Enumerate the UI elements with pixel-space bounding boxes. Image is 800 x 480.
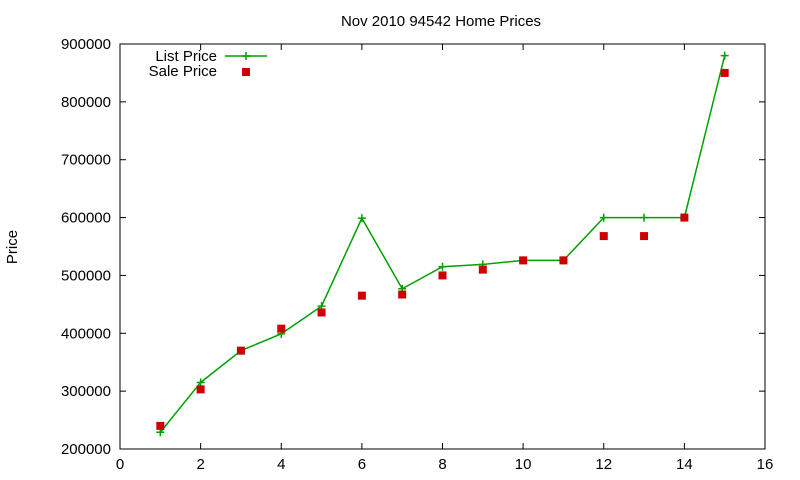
sale-price-point — [398, 290, 407, 299]
sale-price-point — [277, 324, 286, 333]
x-tick-label: 14 — [676, 456, 693, 473]
sale-price-point — [478, 265, 487, 274]
list-price-point — [640, 213, 649, 222]
legend-label-sale-price: Sale Price — [149, 63, 217, 80]
sale-price-point — [438, 271, 447, 280]
sale-price-point — [680, 213, 689, 222]
sale-price-point — [357, 291, 366, 300]
y-tick-label: 400000 — [61, 325, 111, 342]
y-tick-label: 200000 — [61, 441, 111, 458]
x-tick-label: 8 — [438, 456, 446, 473]
chart-title: Nov 2010 94542 Home Prices — [341, 13, 541, 30]
sale-price-point — [317, 308, 326, 317]
list-price-point — [599, 213, 608, 222]
legend-label-list-price: List Price — [155, 48, 217, 65]
list-price-line — [159, 55, 726, 433]
x-tick-label: 0 — [116, 456, 124, 473]
y-tick-label: 600000 — [61, 210, 111, 227]
sale-price-point — [559, 256, 568, 265]
x-tick-label: 10 — [515, 456, 532, 473]
y-axis-label: Price — [4, 230, 21, 264]
y-tick-label: 800000 — [61, 94, 111, 111]
plot-area — [156, 51, 729, 437]
x-tick-label: 4 — [277, 456, 285, 473]
legend-marker-list-price — [242, 52, 250, 60]
sale-price-point — [640, 232, 649, 241]
plot-frame — [119, 43, 766, 450]
sale-price-point — [720, 68, 729, 77]
sale-price-point — [196, 385, 205, 394]
x-tick-label: 12 — [595, 456, 612, 473]
legend: List Price Sale Price — [149, 48, 267, 80]
y-tick-label: 300000 — [61, 383, 111, 400]
y-tick-label: 900000 — [61, 36, 111, 53]
sale-price-point — [236, 346, 245, 355]
list-price-point — [357, 214, 366, 223]
y-tick-label: 700000 — [61, 152, 111, 169]
sale-price-point — [156, 421, 165, 430]
x-tick-label: 2 — [196, 456, 204, 473]
legend-marker-sale-price — [242, 68, 250, 76]
sale-price-point — [519, 256, 528, 265]
list-price-point — [196, 378, 205, 387]
x-tick-label: 16 — [757, 456, 774, 473]
y-tick-label: 500000 — [61, 267, 111, 284]
axes: 0 2 4 6 8 10 12 14 16 200000 300000 400000 500000 600… — [61, 36, 773, 473]
sale-price-point — [599, 232, 608, 241]
x-tick-label: 6 — [358, 456, 366, 473]
list-price-point — [438, 262, 447, 271]
list-price-point — [720, 51, 729, 60]
